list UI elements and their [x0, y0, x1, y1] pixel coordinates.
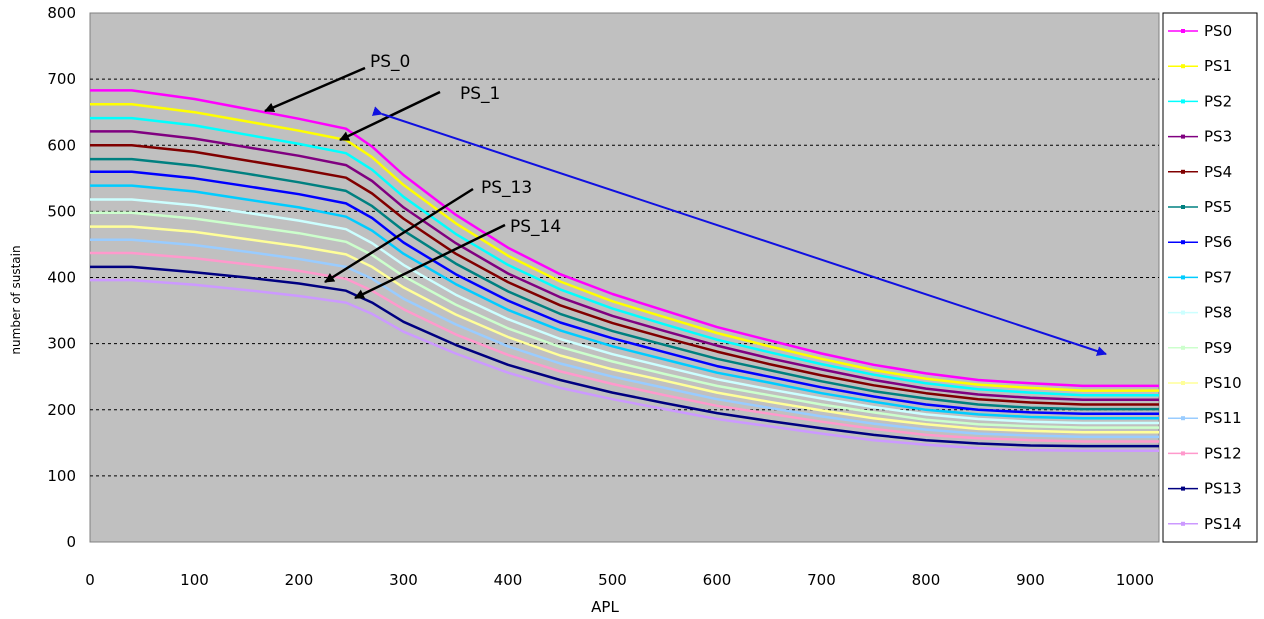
legend-label: PS10	[1204, 374, 1242, 392]
x-axis-ticks: 0 100 200 300 400 500 600 700 800 900 1000	[85, 571, 1154, 589]
legend-label: PS14	[1204, 515, 1242, 533]
y-tick-label: 400	[47, 269, 76, 287]
x-tick-label: 1000	[1116, 571, 1154, 589]
legend-marker	[1181, 64, 1185, 69]
x-tick-label: 0	[85, 571, 95, 589]
legend-label: PS6	[1204, 233, 1232, 251]
annotation-arrow	[264, 66, 366, 113]
y-tick-label: 800	[47, 4, 76, 22]
series-line-ps11	[90, 238, 1159, 439]
annotation-label: PS_0	[370, 52, 410, 72]
legend-label: PS4	[1204, 163, 1232, 181]
x-tick-label: 200	[285, 571, 314, 589]
y-tick-label: 200	[47, 401, 76, 419]
x-tick-label: 400	[494, 571, 523, 589]
legend-label: PS0	[1204, 22, 1232, 40]
x-tick-label: 500	[598, 571, 627, 589]
legend-label: PS2	[1204, 92, 1232, 110]
legend-label: PS12	[1204, 444, 1242, 462]
y-tick-label: 0	[66, 533, 76, 551]
legend-label: PS1	[1204, 57, 1232, 75]
legend-marker	[1181, 521, 1185, 526]
legend-label: PS7	[1204, 268, 1232, 286]
legend-label: PS5	[1204, 198, 1232, 216]
legend-label: PS11	[1204, 409, 1242, 427]
legend-marker	[1181, 451, 1185, 456]
blue-range-arrow	[371, 106, 1107, 356]
series-line-ps10	[90, 225, 1159, 434]
legend-marker	[1181, 99, 1185, 104]
series-line-ps13	[90, 265, 1159, 448]
x-tick-label: 300	[389, 571, 418, 589]
y-tick-label: 500	[47, 202, 76, 220]
legend-marker	[1181, 169, 1185, 174]
legend-label: PS9	[1204, 339, 1232, 357]
x-tick-label: 800	[912, 571, 941, 589]
y-axis-title: number of sustain	[9, 245, 23, 354]
legend-label: PS3	[1204, 128, 1232, 146]
legend-marker	[1181, 345, 1185, 350]
annotation-label: PS_13	[481, 178, 532, 198]
series-line-ps14	[90, 278, 1159, 452]
legend-label: PS8	[1204, 304, 1232, 322]
legend-marker	[1181, 310, 1185, 315]
x-tick-label: 100	[180, 571, 209, 589]
legend-marker	[1181, 240, 1185, 245]
legend-marker	[1181, 29, 1185, 33]
x-axis-title: APL	[591, 598, 619, 616]
legend-marker	[1181, 275, 1185, 280]
annotation-label: PS_1	[460, 84, 500, 104]
legend-marker	[1181, 134, 1185, 139]
y-tick-label: 300	[47, 335, 76, 353]
x-tick-label: 700	[807, 571, 836, 589]
legend: PS0 PS1 PS2 PS3 PS4 PS5 PS6 PS7 PS8 PS9 PS10 PS11 PS…	[1162, 12, 1258, 543]
legend-marker	[1181, 486, 1185, 491]
legend-marker	[1181, 416, 1185, 421]
legend-label: PS13	[1204, 480, 1242, 498]
x-tick-label: 600	[703, 571, 732, 589]
x-tick-label: 900	[1016, 571, 1045, 589]
legend-marker	[1181, 205, 1185, 209]
series-line-ps12	[90, 251, 1159, 443]
y-tick-label: 600	[47, 136, 76, 154]
y-tick-label: 700	[47, 70, 76, 88]
y-tick-label: 100	[47, 467, 76, 485]
legend-marker	[1181, 381, 1185, 385]
annotations: PS_0 PS_1 PS_13 PS_14	[264, 52, 1107, 356]
y-axis-ticks: 0 100 200 300 400 500 600 700 800	[47, 4, 76, 551]
annotation-label: PS_14	[510, 217, 561, 237]
